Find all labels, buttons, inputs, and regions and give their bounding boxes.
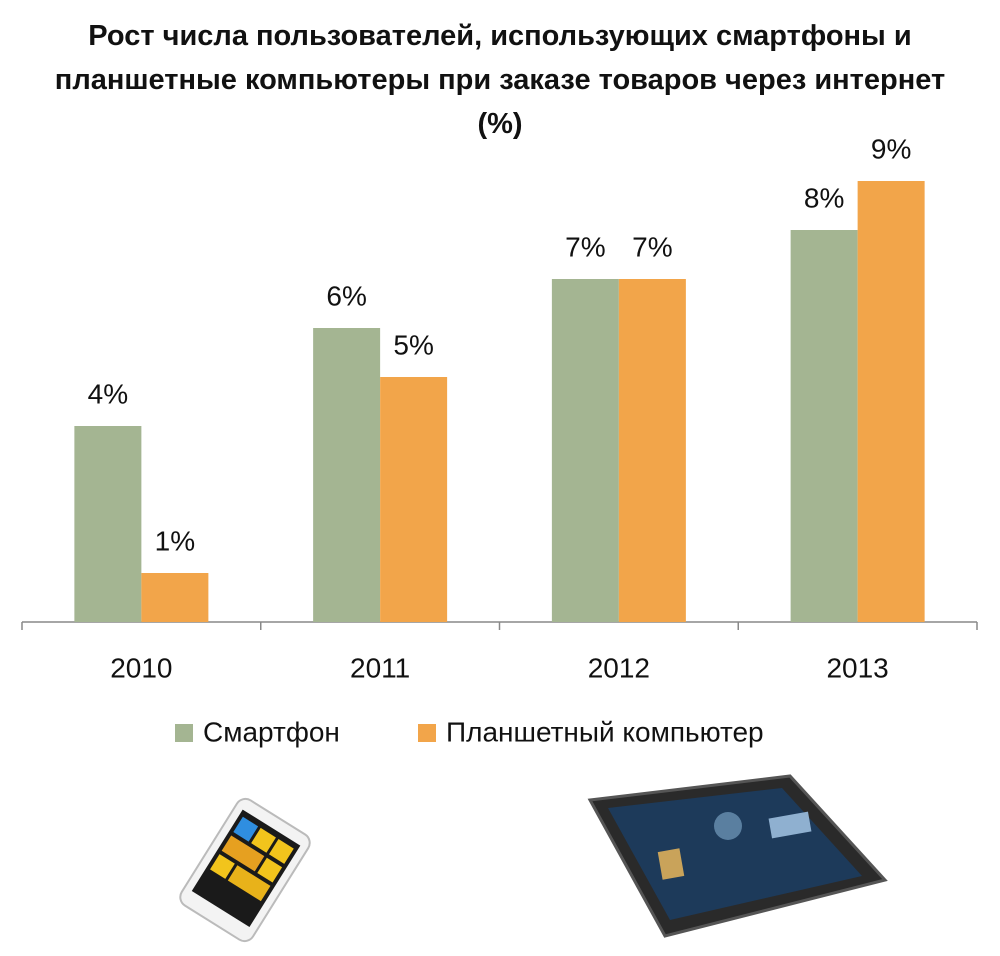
data-label: 7%: [632, 231, 672, 262]
bar: [141, 573, 209, 622]
legend-label: Планшетный компьютер: [446, 716, 764, 747]
data-label: 6%: [326, 280, 366, 311]
bar: [313, 328, 381, 622]
data-label: 8%: [804, 182, 844, 213]
bar: [857, 181, 925, 622]
x-tick-label: 2012: [588, 652, 650, 683]
chart-title: Рост числа пользователей, использующих с…: [54, 20, 946, 140]
phone-illustration: [179, 797, 311, 943]
bar: [551, 279, 619, 622]
data-label: 4%: [88, 378, 128, 409]
data-label: 7%: [565, 231, 605, 262]
bar: [380, 377, 448, 622]
x-tick-label: 2011: [350, 652, 410, 683]
bar: [74, 426, 142, 622]
x-tick-label: 2013: [826, 652, 888, 683]
legend-swatch: [418, 724, 436, 742]
data-label: 5%: [393, 329, 433, 360]
data-label: 9%: [871, 133, 911, 164]
x-tick-label: 2010: [110, 652, 172, 683]
bar: [790, 230, 858, 622]
data-label: 1%: [155, 525, 195, 556]
legend-label: Смартфон: [203, 716, 340, 747]
tablet-illustration: [587, 774, 888, 938]
bar: [618, 279, 686, 622]
legend-swatch: [175, 724, 193, 742]
